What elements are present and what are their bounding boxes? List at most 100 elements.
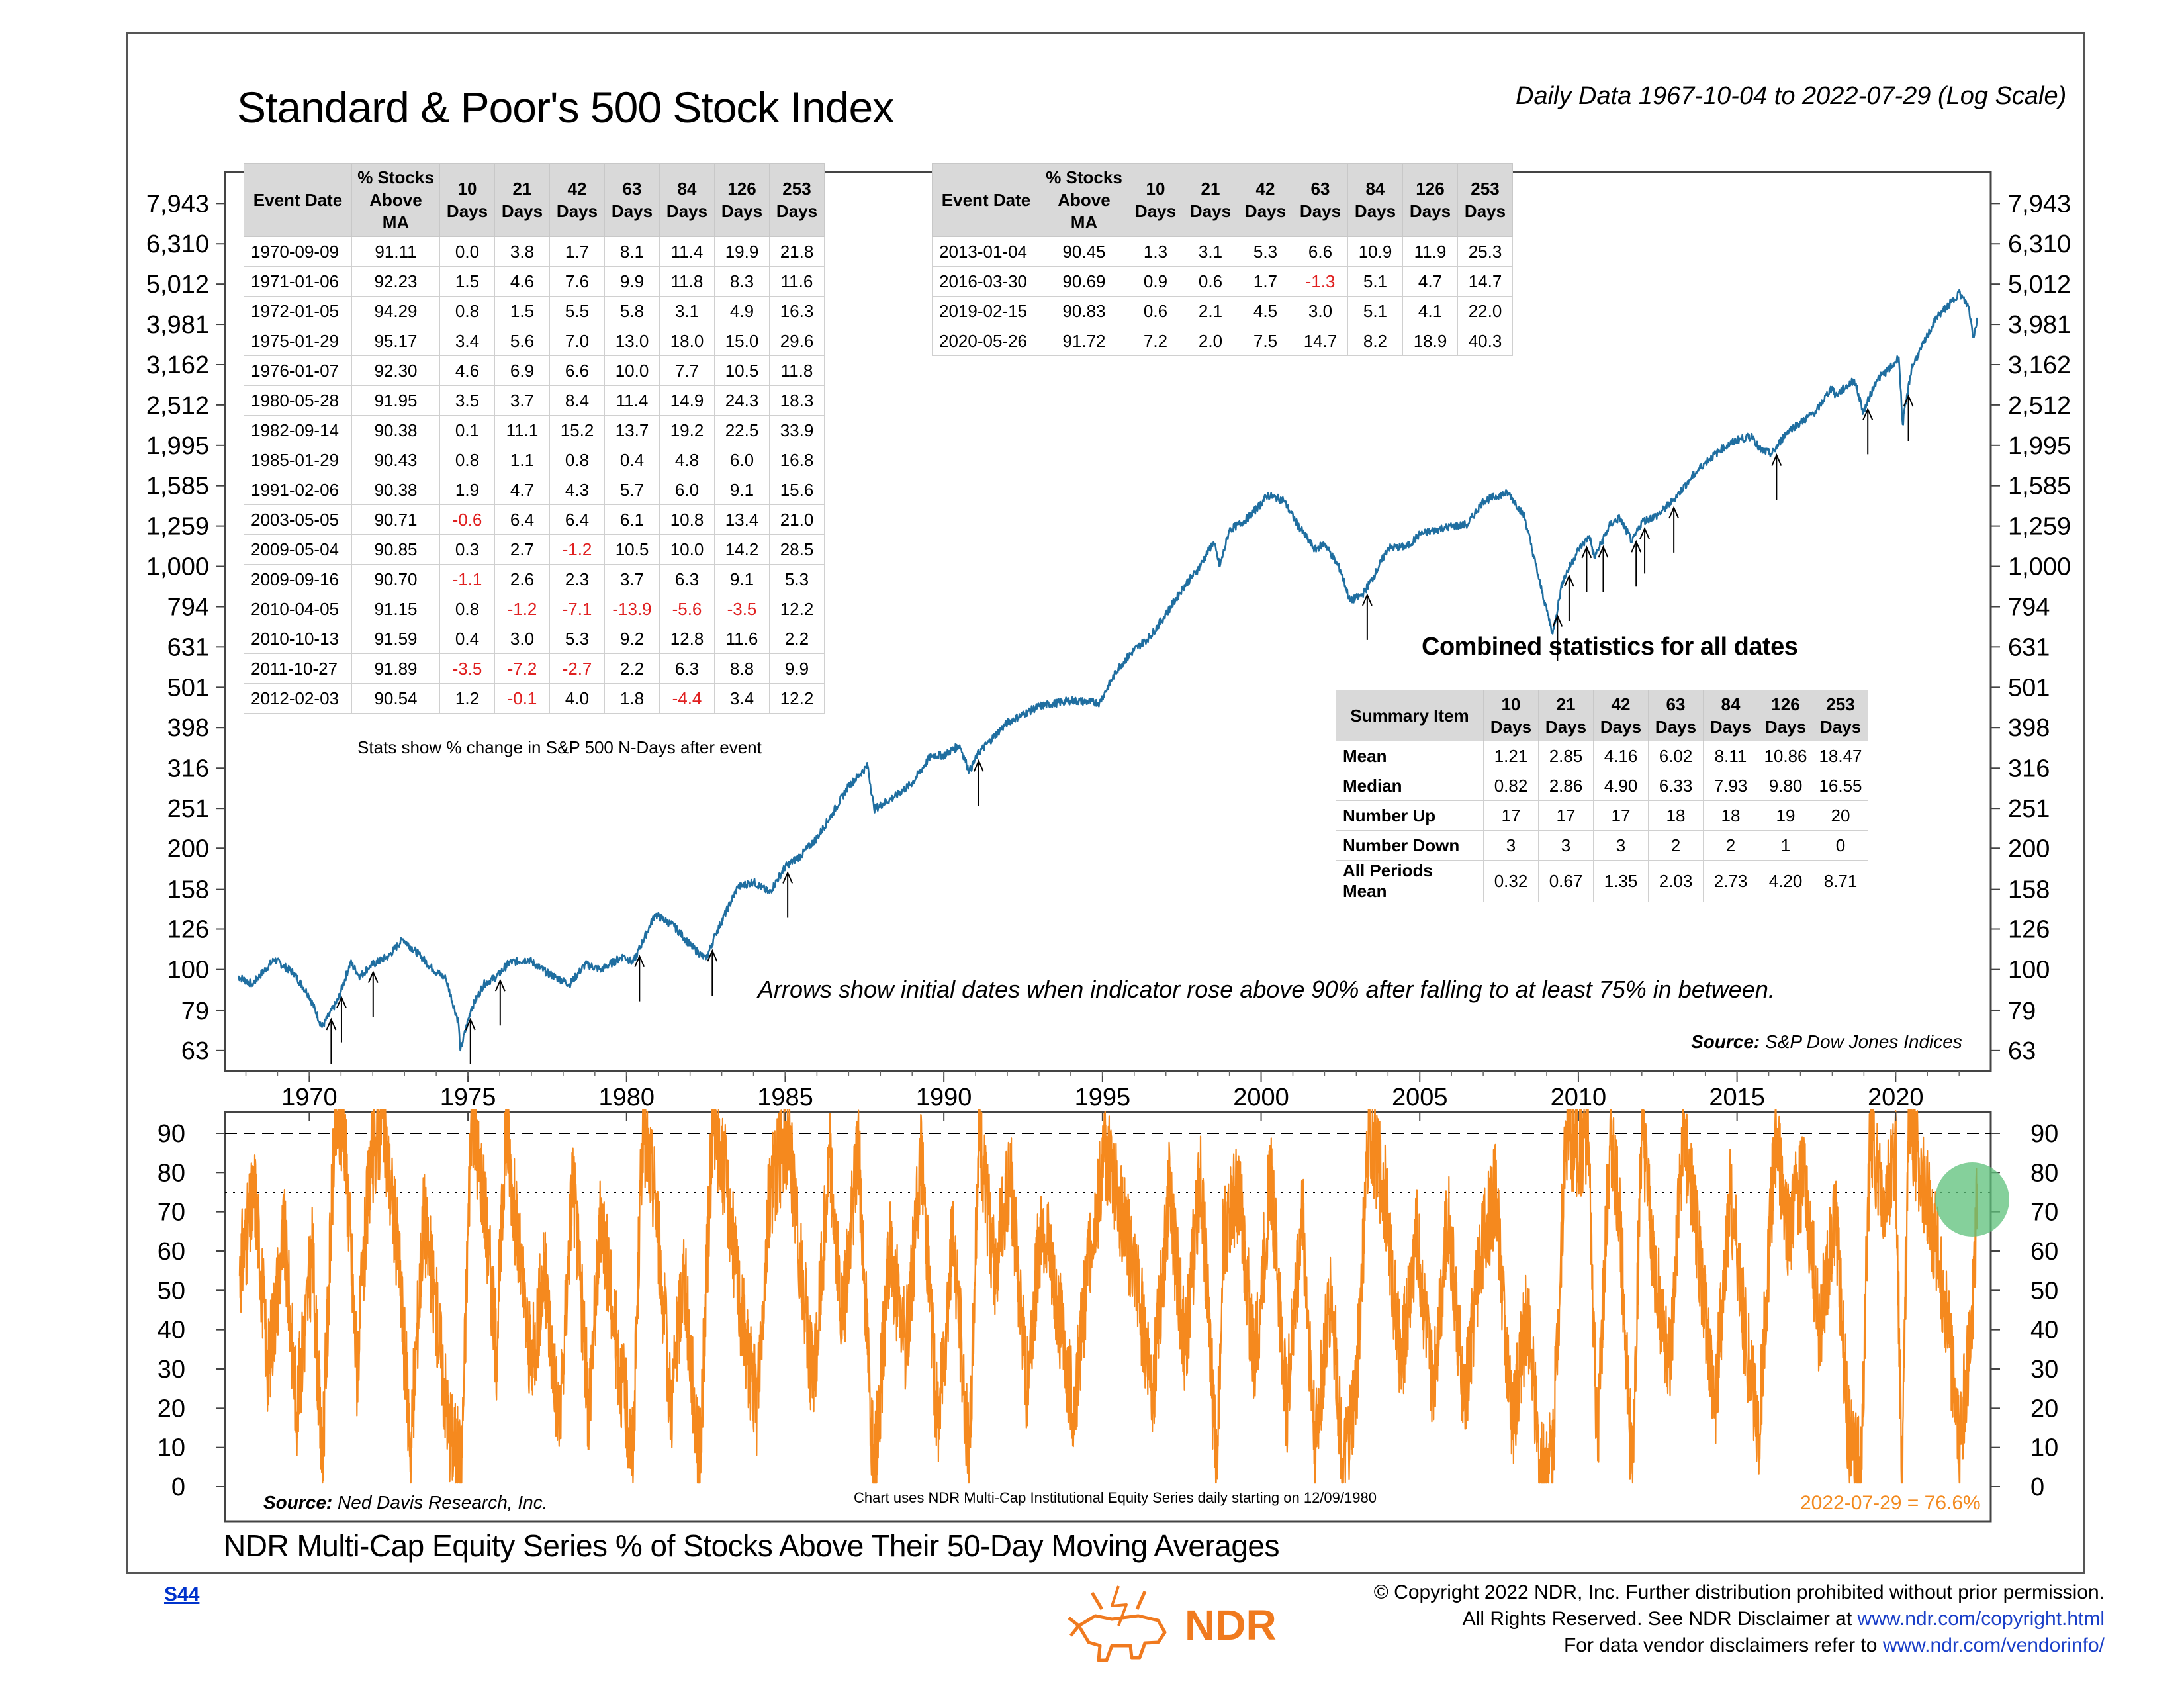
- y-tick-label-right: 398: [2008, 714, 2050, 742]
- table-row: Number Down 3 3 3 2 2 1 0: [1336, 830, 1868, 861]
- row-label: 1972-01-05: [244, 296, 352, 326]
- table-cell: 0.8: [439, 445, 495, 475]
- ind-y-tick-label-right: 0: [2030, 1474, 2044, 1501]
- table-cell: 6.6: [549, 355, 605, 386]
- table-cell: -1.1: [439, 564, 495, 594]
- table-cell: -13.9: [604, 594, 660, 624]
- table-cell: 9.1: [714, 475, 770, 505]
- table-cell: 14.9: [659, 385, 715, 416]
- table-cell: 8.11: [1703, 741, 1758, 771]
- table-cell: 11.6: [769, 266, 825, 297]
- column-header: 126 Days: [1402, 163, 1458, 237]
- event-arrow-head: [1581, 545, 1592, 559]
- y-tick-label-left: 126: [167, 915, 209, 943]
- table-row: 2009-05-04 90.85 0.3 2.7 -1.2 10.5 10.0 14.2 28.…: [244, 534, 825, 565]
- table-cell: 22.0: [1457, 296, 1513, 326]
- event-arrow: [465, 1017, 476, 1064]
- ind-y-tick-label-left: 30: [158, 1356, 185, 1383]
- event-arrow: [1771, 453, 1782, 500]
- y-tick-label-left: 794: [167, 594, 209, 622]
- y-tick-label-right: 158: [2008, 876, 2050, 904]
- row-label: 1991-02-06: [244, 475, 352, 505]
- y-tick-label-right: 79: [2008, 998, 2036, 1025]
- vendor-info-link[interactable]: www.ndr.com/vendorinfo/: [1882, 1634, 2105, 1656]
- copyright-link[interactable]: www.ndr.com/copyright.html: [1857, 1608, 2105, 1630]
- table-row: 2011-10-27 91.89 -3.5 -7.2 -2.7 2.2 6.3 8.8 9.9: [244, 653, 825, 684]
- table-cell: 4.7: [494, 475, 550, 505]
- table-cell: 18: [1648, 800, 1704, 831]
- table-cell: 90.71: [351, 504, 440, 535]
- table-cell: 11.9: [1402, 236, 1458, 267]
- latest-reading-highlight: [1935, 1162, 2009, 1237]
- table-cell: 3: [1538, 830, 1594, 861]
- table-cell: 10.9: [1347, 236, 1403, 267]
- page-id-link[interactable]: S44: [164, 1583, 200, 1605]
- event-table-2-body: 2013-01-04 90.45 1.3 3.1 5.3 6.6 10.9 11.9 25.3 2…: [932, 236, 1513, 356]
- header-row: Event Date% Stocks Above MA 10 Days 21 Day…: [244, 163, 825, 237]
- ind-y-tick-label-right: 60: [2030, 1238, 2058, 1266]
- table-cell: 2.2: [769, 624, 825, 654]
- table-cell: 3.4: [714, 683, 770, 714]
- row-label: 1982-09-14: [244, 415, 352, 445]
- table-cell: 0.8: [439, 296, 495, 326]
- table-cell: 3: [1483, 830, 1539, 861]
- y-tick-label-right: 501: [2008, 674, 2050, 702]
- table-cell: 17: [1538, 800, 1594, 831]
- table-cell: 3.0: [1293, 296, 1348, 326]
- row-label: 2003-05-05: [244, 504, 352, 535]
- sp500-series-line: [238, 289, 1979, 1052]
- table-cell: 0.0: [439, 236, 495, 267]
- event-table-1-body: 1970-09-09 91.11 0.0 3.8 1.7 8.1 11.4 19.9 21.8 1…: [244, 236, 825, 714]
- table-cell: 18.3: [769, 385, 825, 416]
- ind-y-tick-label-right: 10: [2030, 1434, 2058, 1462]
- table-cell: 1.2: [439, 683, 495, 714]
- table-row: 1970-09-09 91.11 0.0 3.8 1.7 8.1 11.4 19.9 21.8: [244, 236, 825, 267]
- event-arrow-head: [1771, 453, 1782, 466]
- y-tick-label-right: 3,981: [2008, 311, 2071, 339]
- table-cell: 11.6: [714, 624, 770, 654]
- column-header: % Stocks Above MA: [1040, 163, 1128, 237]
- table-row: Median 0.82 2.86 4.90 6.33 7.93 9.80 16.55: [1336, 771, 1868, 801]
- table-cell: 6.1: [604, 504, 660, 535]
- table-cell: 2.85: [1538, 741, 1594, 771]
- table-cell: 90.83: [1040, 296, 1128, 326]
- copyright-line-2: All Rights Reserved. See NDR Disclaimer …: [1374, 1606, 2105, 1632]
- table-cell: 91.95: [351, 385, 440, 416]
- y-tick-label-left: 200: [167, 835, 209, 863]
- table-cell: 4.7: [1402, 266, 1458, 297]
- table-cell: -3.5: [714, 594, 770, 624]
- table-cell: 9.2: [604, 624, 660, 654]
- table-cell: 6.02: [1648, 741, 1704, 771]
- table-cell: -3.5: [439, 653, 495, 684]
- table-cell: -7.2: [494, 653, 550, 684]
- column-header: 253 Days: [1813, 690, 1868, 741]
- y-tick-label-left: 7,943: [146, 190, 209, 218]
- column-header: 63 Days: [604, 163, 660, 237]
- table-cell: 7.5: [1238, 326, 1293, 356]
- table-cell: 4.5: [1238, 296, 1293, 326]
- table-cell: 2.6: [494, 564, 550, 594]
- y-tick-label-left: 398: [167, 714, 209, 742]
- table-cell: 40.3: [1457, 326, 1513, 356]
- event-arrow-head: [1564, 574, 1574, 587]
- ind-y-tick-label-right: 50: [2030, 1277, 2058, 1305]
- table-cell: 18.9: [1402, 326, 1458, 356]
- table-cell: 7.6: [549, 266, 605, 297]
- table-cell: 28.5: [769, 534, 825, 565]
- row-label: 1975-01-29: [244, 326, 352, 356]
- row-label: 2019-02-15: [932, 296, 1040, 326]
- table-cell: 90.69: [1040, 266, 1128, 297]
- y-tick-label-right: 126: [2008, 915, 2050, 943]
- table-cell: -1.3: [1293, 266, 1348, 297]
- event-arrow: [1564, 574, 1574, 621]
- table-cell: 90.45: [1040, 236, 1128, 267]
- table-cell: 6.33: [1648, 771, 1704, 801]
- table-cell: 10.86: [1758, 741, 1813, 771]
- table-cell: 21.0: [769, 504, 825, 535]
- table-cell: 6.4: [549, 504, 605, 535]
- chart-note: Chart uses NDR Multi-Cap Institutional E…: [854, 1489, 1377, 1506]
- ind-y-tick-label-right: 90: [2030, 1120, 2058, 1148]
- table-cell: 10.0: [659, 534, 715, 565]
